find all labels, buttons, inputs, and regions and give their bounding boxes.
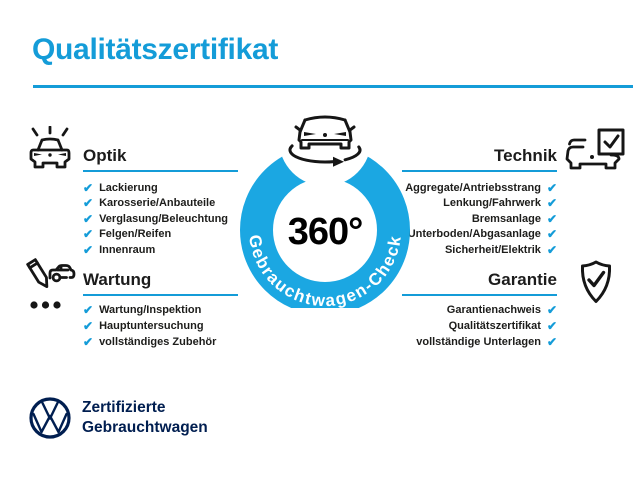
list-item: Aggregate/Antriebsstrang ✔ [405, 180, 557, 195]
check-icon: ✔ [546, 319, 557, 333]
page-title: Qualitätszertifikat [32, 33, 279, 66]
check-icon: ✔ [83, 303, 94, 317]
technik-item-list: Aggregate/Antriebsstrang ✔ Lenkung/Fahrwe… [405, 180, 557, 258]
list-item: ✔ Verglasung/Beleuchtung [83, 211, 229, 226]
wartung-item-list: ✔ Wartung/Inspektion ✔ Hauptuntersuchung ✔… [83, 302, 216, 350]
list-item: Sicherheit/Elektrik ✔ [444, 242, 557, 257]
check-icon: ✔ [546, 303, 557, 317]
section-garantie-underline [402, 294, 557, 296]
footer-line2: Gebrauchtwagen [82, 418, 208, 436]
360-check-ring: 360° Gebrauchtwagen-Check [240, 104, 410, 308]
list-item: ✔ Karosserie/Anbauteile [83, 196, 216, 211]
check-icon: ✔ [83, 180, 94, 195]
list-item: ✔ Innenraum [83, 242, 156, 257]
check-icon: ✔ [83, 227, 94, 242]
car-front-lights-icon [29, 126, 71, 169]
section-optik-title: Optik [83, 146, 127, 165]
check-icon: ✔ [546, 196, 557, 211]
degree-label: 360° [288, 211, 363, 253]
list-item: ✔ Lackierung [83, 180, 158, 195]
check-icon: ✔ [546, 227, 557, 242]
section-technik-title: Technik [494, 146, 557, 165]
footer-line1: Zertifizierte [82, 399, 166, 416]
section-garantie-title: Garantie [488, 270, 557, 289]
check-icon: ✔ [83, 335, 94, 349]
car-checkbox-icon [565, 128, 625, 170]
section-wartung-underline [83, 294, 238, 296]
list-item: Unterboden/Abgasanlage ✔ [407, 227, 557, 242]
footer-brand-text: Zertifizierte Gebrauchtwagen [82, 398, 208, 437]
check-icon: ✔ [546, 211, 557, 226]
title-underline [33, 85, 633, 88]
list-item: ✔ vollständiges Zubehör [83, 335, 217, 349]
rotate-arrowhead [333, 156, 344, 167]
list-item: Garantienachweis ✔ [446, 303, 557, 317]
check-icon: ✔ [83, 319, 94, 333]
list-item: Lenkung/Fahrwerk ✔ [443, 196, 557, 211]
garantie-item-list: Garantienachweis ✔ Qualitätszertifikat ✔ v… [416, 302, 557, 350]
list-item: ✔ Felgen/Reifen [83, 227, 172, 242]
section-optik-underline [83, 170, 238, 172]
section-wartung-title: Wartung [83, 270, 152, 289]
check-icon: ✔ [546, 242, 557, 257]
check-icon: ✔ [83, 196, 94, 211]
car-top-rotate-icon [288, 115, 362, 167]
check-icon: ✔ [83, 242, 94, 257]
list-item: ✔ Wartung/Inspektion [83, 303, 202, 317]
list-item: ✔ Hauptuntersuchung [83, 319, 204, 333]
shield-check-icon [580, 260, 612, 303]
pencil-checklist-car-icon [26, 258, 76, 309]
list-item: Bremsanlage ✔ [471, 211, 557, 226]
check-icon: ✔ [546, 180, 557, 195]
check-icon: ✔ [546, 335, 557, 349]
section-technik-underline [402, 170, 557, 172]
check-icon: ✔ [83, 211, 94, 226]
list-item: Qualitätszertifikat ✔ [448, 319, 557, 333]
list-item: vollständige Unterlagen ✔ [416, 335, 557, 349]
vw-logo [29, 397, 71, 439]
optik-item-list: ✔ Lackierung ✔ Karosserie/Anbauteile ✔ Verg… [83, 180, 228, 258]
